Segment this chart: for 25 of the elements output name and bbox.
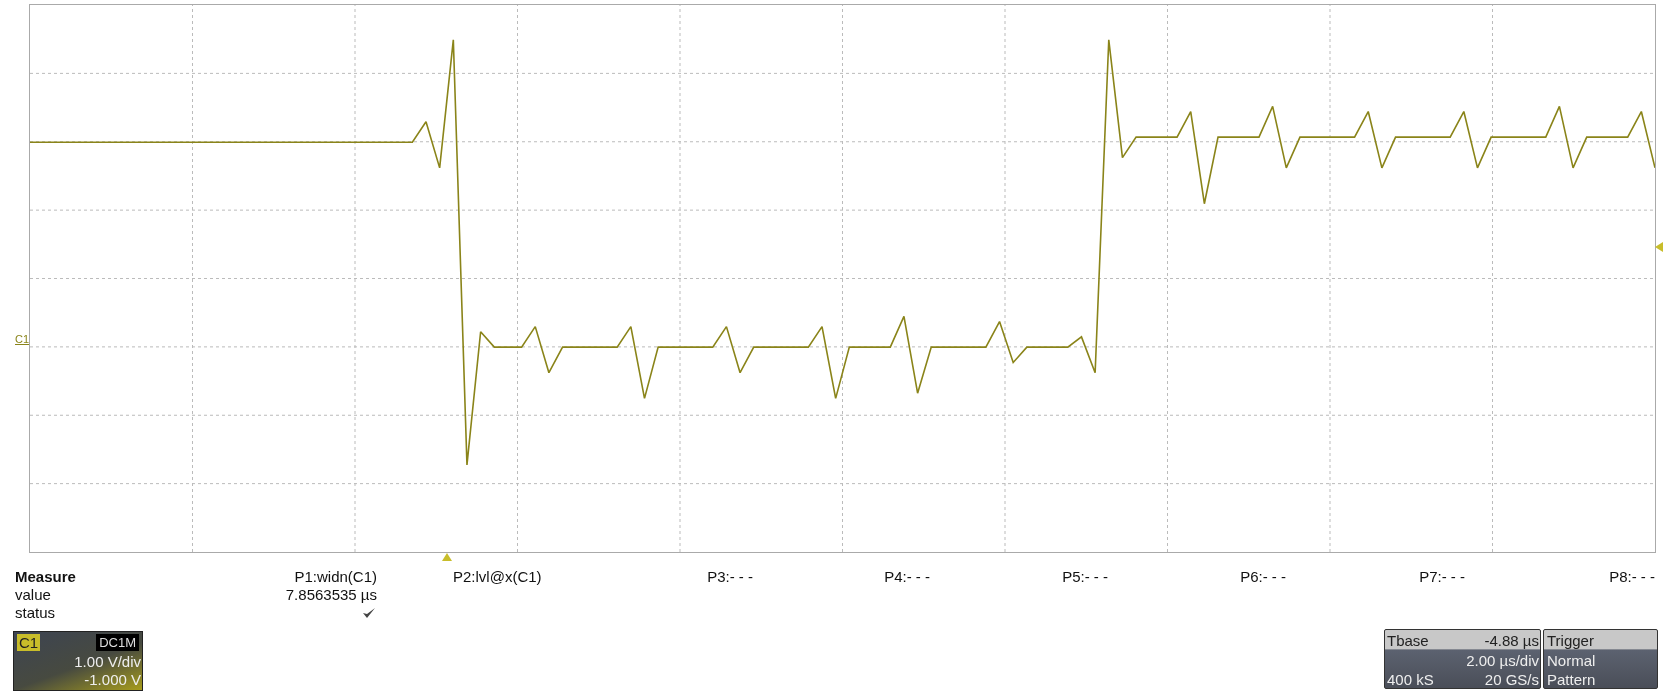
text: -1.000 V — [84, 671, 141, 688]
text: 7.8563535 µs — [285, 586, 377, 603]
text: C1 — [15, 332, 30, 347]
text: P5:- - - — [1062, 568, 1108, 585]
text: Trigger — [1547, 632, 1594, 649]
text: 1.00 V/div — [74, 653, 141, 670]
text: value — [15, 586, 51, 603]
text: -4.88 µs — [1484, 632, 1539, 649]
text: Tbase — [1387, 632, 1429, 649]
text: Normal — [1547, 652, 1596, 669]
text: P2:lvl@x(C1) — [453, 568, 542, 585]
text: P7:- - - — [1419, 568, 1465, 585]
text: Pattern — [1547, 671, 1596, 688]
text: P4:- - - — [884, 568, 930, 585]
text: P1:widn(C1) — [294, 568, 377, 585]
text: 400 kS — [1387, 671, 1434, 688]
text: Measure — [15, 568, 76, 585]
text: DC1M — [96, 634, 139, 651]
text: 20 GS/s — [1484, 671, 1539, 688]
text: P8:- - - — [1609, 568, 1655, 585]
text: status — [15, 604, 56, 621]
text: P6:- - - — [1240, 568, 1286, 585]
text: P3:- - - — [707, 568, 753, 585]
text: C1 — [17, 634, 41, 651]
text: 2.00 µs/div — [1466, 652, 1539, 669]
